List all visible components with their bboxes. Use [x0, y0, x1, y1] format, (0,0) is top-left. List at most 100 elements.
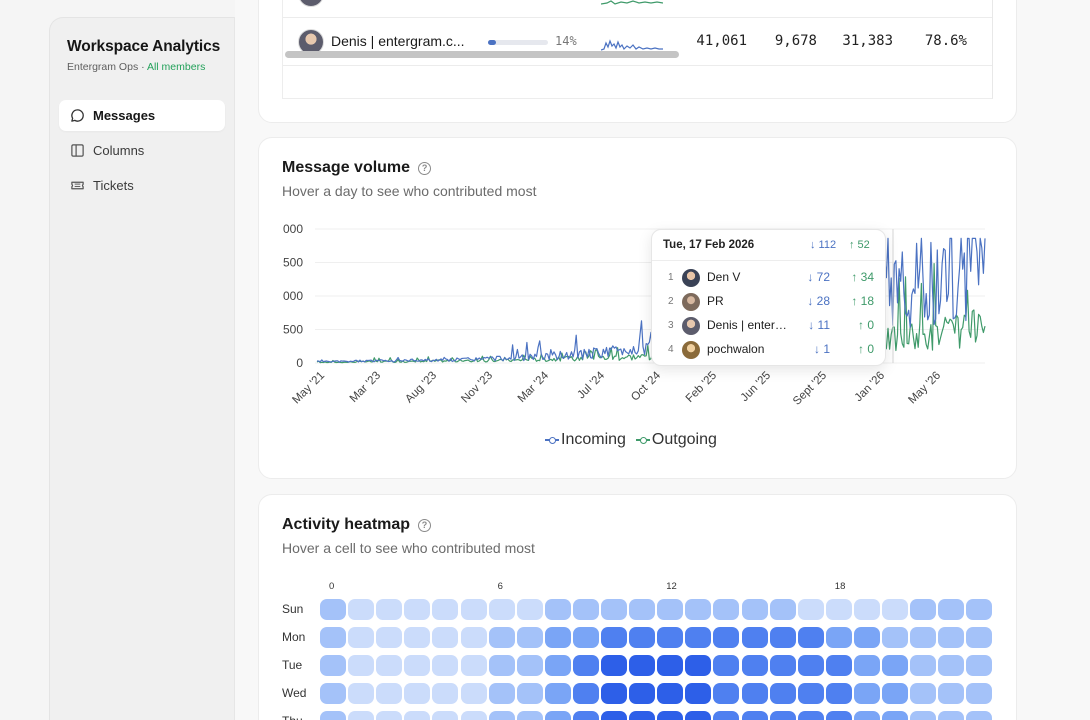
heatmap-cell[interactable]: [882, 711, 908, 720]
heatmap-cell[interactable]: [404, 599, 431, 620]
heatmap-cell[interactable]: [882, 627, 908, 648]
heatmap-cell[interactable]: [460, 599, 487, 620]
heatmap-cell[interactable]: [516, 711, 543, 720]
heatmap-cell[interactable]: [432, 627, 459, 648]
heatmap-cell[interactable]: [741, 711, 768, 720]
heatmap-cell[interactable]: [572, 599, 599, 620]
heatmap-cell[interactable]: [629, 655, 656, 676]
heatmap-cell[interactable]: [825, 599, 852, 620]
heatmap-cell[interactable]: [320, 711, 346, 720]
heatmap-cell[interactable]: [853, 655, 880, 676]
heatmap-cell[interactable]: [657, 599, 684, 620]
heatmap-cell[interactable]: [432, 711, 459, 720]
heatmap-cell[interactable]: [797, 655, 824, 676]
heatmap-cell[interactable]: [741, 683, 768, 704]
heatmap-cell[interactable]: [629, 627, 656, 648]
heatmap-cell[interactable]: [657, 627, 684, 648]
heatmap-cell[interactable]: [348, 599, 375, 620]
heatmap-cell[interactable]: [797, 627, 824, 648]
heatmap-cell[interactable]: [685, 655, 712, 676]
heatmap-cell[interactable]: [769, 655, 796, 676]
heatmap-cell[interactable]: [629, 599, 656, 620]
heatmap-cell[interactable]: [432, 655, 459, 676]
heatmap-cell[interactable]: [769, 627, 796, 648]
heatmap-cell[interactable]: [825, 627, 852, 648]
table-row[interactable]: Denis | entergram.c... 14% 41,061 9,678 …: [283, 18, 992, 66]
heatmap-cell[interactable]: [910, 599, 937, 620]
heatmap-cell[interactable]: [966, 599, 993, 620]
heatmap-cell[interactable]: [572, 711, 599, 720]
heatmap-cell[interactable]: [432, 683, 459, 704]
heatmap-cell[interactable]: [966, 627, 993, 648]
heatmap-cell[interactable]: [910, 711, 937, 720]
heatmap-cell[interactable]: [882, 655, 908, 676]
heatmap-cell[interactable]: [544, 627, 571, 648]
heatmap-cell[interactable]: [544, 683, 571, 704]
heatmap-cell[interactable]: [910, 683, 937, 704]
heatmap-cell[interactable]: [348, 627, 375, 648]
heatmap-cell[interactable]: [601, 627, 627, 648]
heatmap-cell[interactable]: [544, 711, 571, 720]
heatmap-cell[interactable]: [544, 655, 571, 676]
heatmap-cell[interactable]: [657, 683, 684, 704]
heatmap-cell[interactable]: [657, 655, 684, 676]
heatmap-cell[interactable]: [713, 683, 740, 704]
help-icon[interactable]: ?: [418, 161, 432, 175]
heatmap-cell[interactable]: [938, 683, 965, 704]
heatmap-cell[interactable]: [488, 683, 515, 704]
heatmap-cell[interactable]: [657, 711, 684, 720]
heatmap-cell[interactable]: [797, 711, 824, 720]
heatmap-cell[interactable]: [572, 683, 599, 704]
heatmap-cell[interactable]: [713, 627, 740, 648]
heatmap-cell[interactable]: [376, 655, 403, 676]
heatmap-cell[interactable]: [741, 599, 768, 620]
heatmap-cell[interactable]: [404, 655, 431, 676]
heatmap-cell[interactable]: [516, 599, 543, 620]
heatmap-cell[interactable]: [910, 627, 937, 648]
heatmap-cell[interactable]: [966, 683, 993, 704]
sidebar-item-columns[interactable]: Columns: [59, 135, 225, 166]
heatmap-cell[interactable]: [938, 655, 965, 676]
heatmap-cell[interactable]: [769, 599, 796, 620]
heatmap-cell[interactable]: [601, 711, 627, 720]
heatmap-cell[interactable]: [404, 711, 431, 720]
heatmap-cell[interactable]: [516, 655, 543, 676]
heatmap-cell[interactable]: [797, 599, 824, 620]
heatmap-cell[interactable]: [769, 683, 796, 704]
heatmap-cell[interactable]: [544, 599, 571, 620]
sidebar-item-tickets[interactable]: Tickets: [59, 170, 225, 201]
heatmap-cell[interactable]: [348, 683, 375, 704]
heatmap-cell[interactable]: [320, 599, 346, 620]
heatmap-cell[interactable]: [572, 655, 599, 676]
heatmap-cell[interactable]: [825, 683, 852, 704]
heatmap-cell[interactable]: [853, 627, 880, 648]
heatmap-cell[interactable]: [685, 599, 712, 620]
heatmap-cell[interactable]: [572, 627, 599, 648]
table-row[interactable]: [283, 0, 992, 18]
heatmap-cell[interactable]: [853, 599, 880, 620]
heatmap-cell[interactable]: [404, 683, 431, 704]
heatmap-cell[interactable]: [320, 683, 346, 704]
heatmap-cell[interactable]: [348, 711, 375, 720]
heatmap-cell[interactable]: [825, 711, 852, 720]
heatmap-cell[interactable]: [966, 711, 993, 720]
heatmap-cell[interactable]: [713, 711, 740, 720]
heatmap-cell[interactable]: [376, 627, 403, 648]
all-members-link[interactable]: All members: [146, 61, 206, 73]
heatmap-cell[interactable]: [376, 599, 403, 620]
heatmap-cell[interactable]: [601, 599, 627, 620]
heatmap-cell[interactable]: [432, 599, 459, 620]
heatmap-cell[interactable]: [882, 599, 908, 620]
heatmap-cell[interactable]: [488, 627, 515, 648]
sidebar-item-messages[interactable]: Messages: [59, 100, 225, 131]
legend-item-incoming[interactable]: Incoming: [545, 431, 626, 449]
heatmap-cell[interactable]: [376, 683, 403, 704]
heatmap-cell[interactable]: [769, 711, 796, 720]
heatmap-cell[interactable]: [853, 683, 880, 704]
heatmap-cell[interactable]: [404, 627, 431, 648]
heatmap-cell[interactable]: [685, 711, 712, 720]
heatmap-cell[interactable]: [460, 627, 487, 648]
heatmap-cell[interactable]: [938, 711, 965, 720]
heatmap-cell[interactable]: [460, 711, 487, 720]
heatmap-cell[interactable]: [938, 627, 965, 648]
